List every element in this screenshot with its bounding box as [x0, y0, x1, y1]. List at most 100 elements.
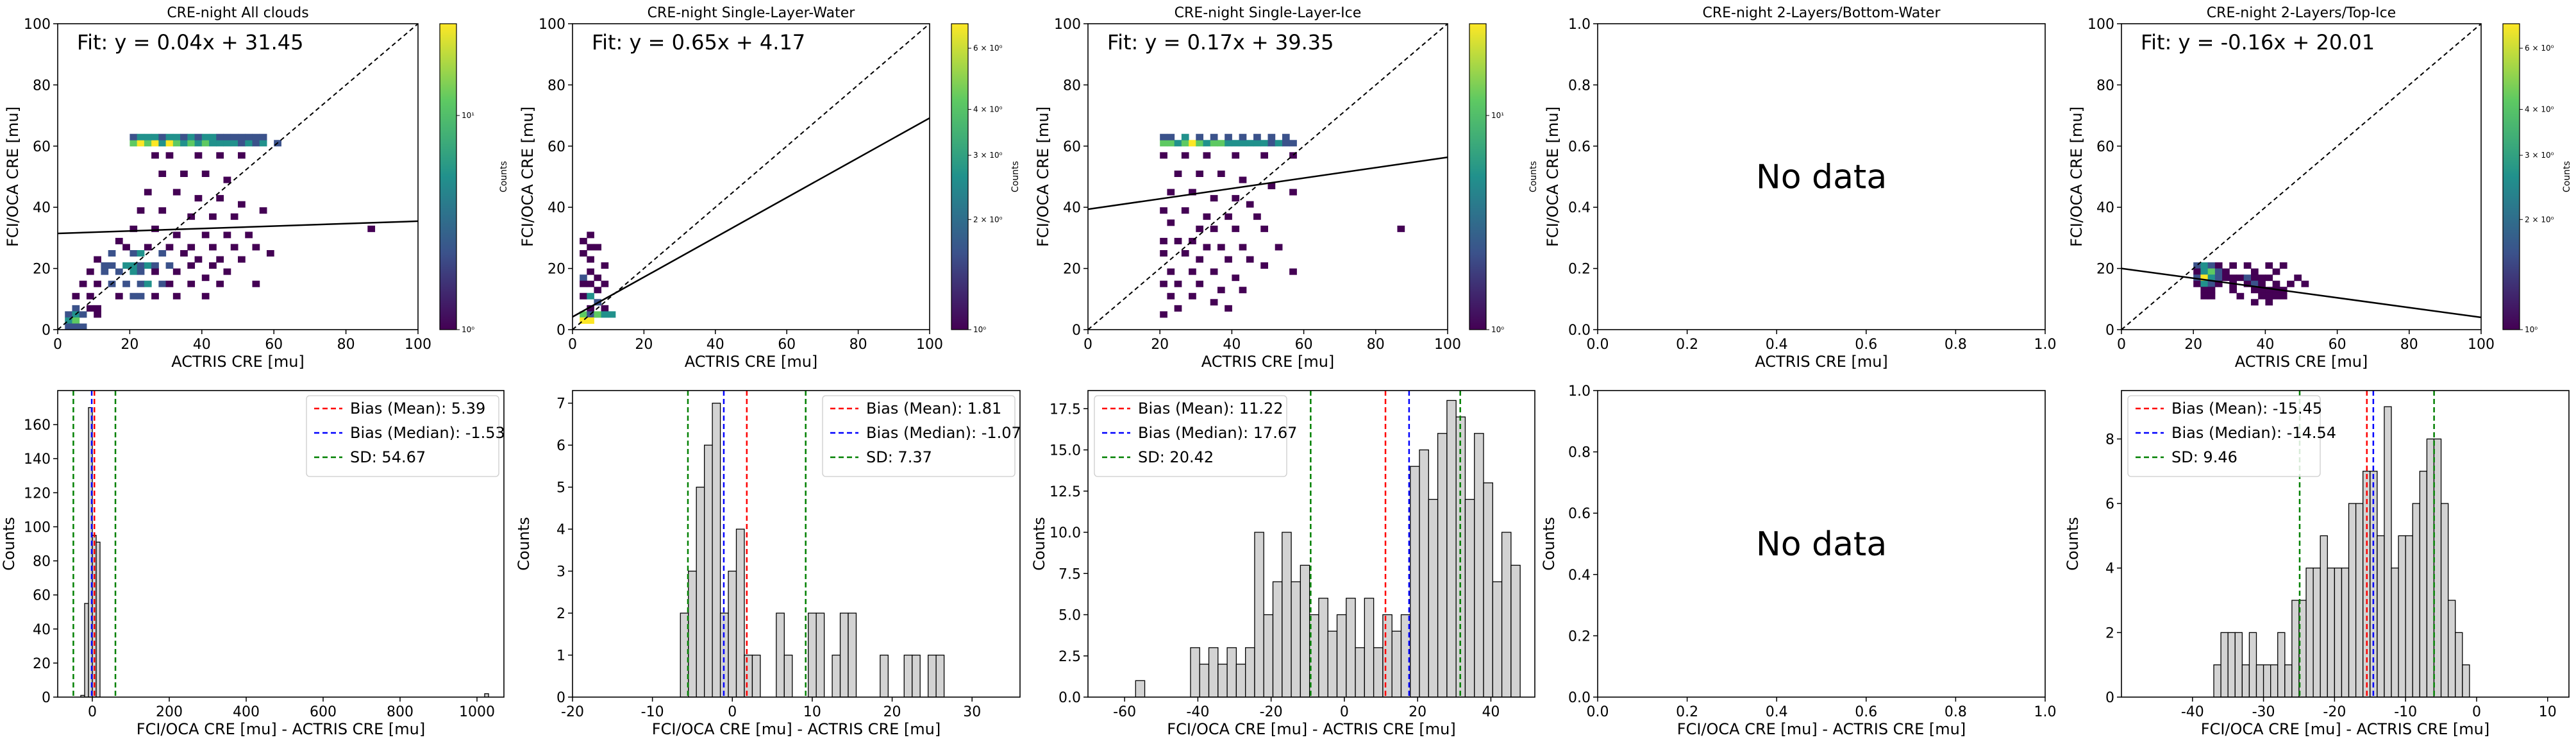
heatmap-cell — [130, 249, 138, 257]
heatmap-cell — [187, 262, 196, 269]
heatmap-cell — [187, 140, 196, 147]
histogram-bar — [903, 654, 913, 697]
y-axis-label: FCI/OCA CRE [mu] — [1034, 106, 1052, 247]
heatmap-cell — [1189, 140, 1196, 147]
heatmap-cell — [2200, 292, 2209, 299]
heatmap-cell — [94, 280, 101, 287]
heatmap-cell — [1160, 237, 1167, 244]
heatmap-cell — [367, 225, 376, 232]
heatmap-cell — [122, 262, 130, 269]
y-axis-label: FCI/OCA CRE [mu] — [2068, 106, 2086, 247]
heatmap-cell — [115, 268, 123, 275]
heatmap-cell — [158, 140, 167, 147]
heatmap-cell — [94, 311, 101, 318]
no-data-label: No data — [1756, 158, 1887, 197]
histogram-bar — [1318, 598, 1328, 697]
y-tick-label: 0 — [556, 323, 565, 339]
x-tick-label: 0 — [53, 337, 62, 353]
histogram-bar — [2248, 632, 2257, 697]
x-tick-label: 0 — [2472, 704, 2481, 720]
x-axis-label: ACTRIS CRE [mu] — [685, 353, 818, 371]
x-axis-label: FCI/OCA CRE [mu] - ACTRIS CRE [mu] — [1167, 720, 1455, 738]
x-tick-label: 1000 — [459, 704, 495, 720]
heatmap-cell — [1174, 305, 1182, 312]
legend-box — [2127, 395, 2321, 477]
histogram-bar — [1208, 647, 1219, 697]
x-tick-label: 10 — [803, 704, 821, 720]
heatmap-cell — [1203, 213, 1211, 220]
heatmap-cell — [1397, 225, 1405, 232]
heatmap-cell — [2272, 292, 2280, 299]
y-tick-label: 20 — [33, 656, 51, 672]
heatmap-cell — [223, 133, 231, 140]
heatmap-cell — [1275, 140, 1283, 147]
histogram-bar — [712, 402, 721, 697]
colorbar-tick-label: 10⁰ — [462, 325, 474, 334]
heatmap-cell — [2265, 287, 2273, 294]
y-tick-label: 0.4 — [1568, 568, 1591, 584]
heatmap-cell — [1210, 299, 1218, 306]
colorbar-tick-label: 4 × 10⁰ — [2525, 105, 2554, 114]
heatmap-cell — [1282, 133, 1290, 140]
y-tick-label: 20 — [2096, 262, 2114, 278]
y-tick-label: 80 — [548, 78, 565, 94]
histogram-bar — [2433, 438, 2442, 697]
histogram-bar — [2412, 503, 2420, 697]
heatmap-cell — [259, 133, 267, 140]
heatmap-cell — [1189, 237, 1196, 244]
heatmap-cell — [130, 268, 138, 275]
heatmap-cell — [137, 140, 145, 147]
heatmap-cell — [1282, 140, 1290, 147]
heatmap-cell — [1210, 195, 1218, 202]
fit-line — [2121, 267, 2481, 319]
heatmap-cell — [165, 262, 174, 269]
heatmap-cell — [130, 262, 138, 269]
x-tick-label: 600 — [310, 704, 337, 720]
heatmap-cell — [201, 232, 210, 239]
histogram-bar — [2262, 664, 2271, 697]
y-axis-label: FCI/OCA CRE [mu] — [1544, 106, 1562, 247]
heatmap-cell — [144, 140, 152, 147]
histogram-bar — [1254, 532, 1264, 697]
heatmap-cell — [1289, 140, 1297, 147]
heatmap-cell — [259, 207, 267, 214]
histogram-bar — [832, 654, 841, 697]
heatmap-cell — [209, 213, 217, 220]
histogram-bar — [1226, 647, 1237, 697]
y-tick-label: 10.0 — [1050, 525, 1081, 541]
heatmap-cell — [587, 268, 594, 275]
heatmap-cell — [1232, 152, 1240, 159]
heatmap-cell — [1167, 268, 1175, 275]
heatmap-cell — [1267, 183, 1276, 190]
heatmap-cell — [1260, 225, 1268, 232]
histogram-bar — [96, 541, 101, 697]
heatmap-cell — [209, 140, 217, 147]
histogram-bar — [1272, 581, 1283, 697]
heatmap-cell — [151, 152, 159, 159]
heatmap-cell — [86, 268, 94, 275]
heatmap-cell — [587, 244, 594, 251]
histogram-bar — [1245, 647, 1255, 697]
heatmap-cell — [2243, 280, 2252, 287]
heatmap-cell — [580, 237, 587, 244]
heatmap-cell — [601, 305, 609, 312]
y-tick-label: 1 — [556, 648, 565, 664]
histogram-bar — [2270, 664, 2279, 697]
histogram-bar — [848, 612, 857, 697]
legend-box — [1094, 395, 1287, 477]
heatmap-cell — [2236, 274, 2245, 282]
x-tick-label: 0 — [88, 704, 97, 720]
heatmap-cell — [172, 140, 181, 147]
histogram-bar — [744, 654, 753, 697]
plot-area — [72, 391, 489, 697]
y-tick-label: 12.5 — [1050, 484, 1081, 500]
heatmap-cell — [216, 280, 224, 287]
heatmap-cell — [86, 292, 94, 299]
heatmap-cell — [2279, 292, 2287, 299]
heatmap-cell — [65, 311, 72, 318]
histogram-bar — [815, 612, 825, 697]
heatmap-cell — [1189, 292, 1196, 299]
heatmap-cell — [72, 323, 80, 330]
histogram-bar — [728, 570, 737, 697]
y-tick-label: 5.0 — [1058, 608, 1081, 624]
